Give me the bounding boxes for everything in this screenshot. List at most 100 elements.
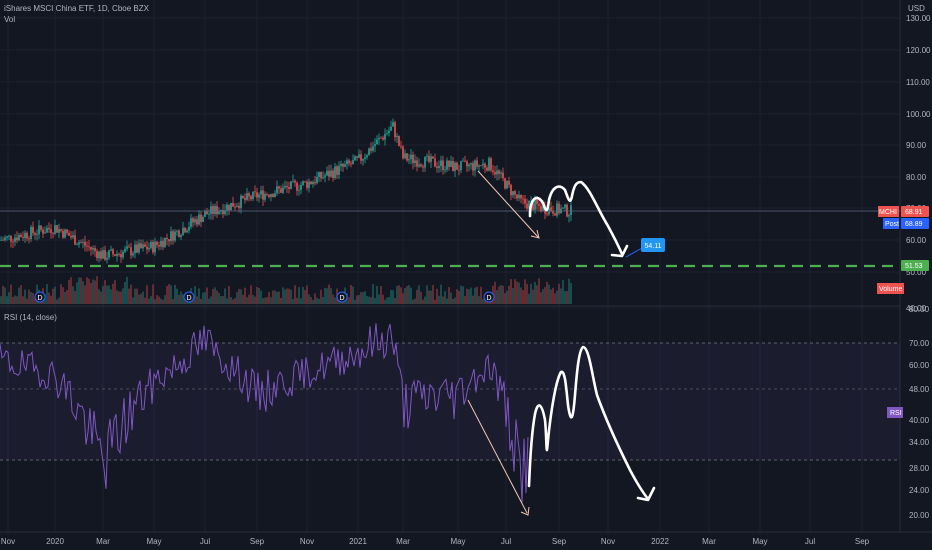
volume-bar [322, 297, 324, 304]
candle-body [52, 232, 54, 234]
volume-bar [538, 278, 540, 304]
rsi-axis[interactable]: 80.00 70.00 60.00 48.00 40.00 34.00 28.00 24.00… [909, 305, 930, 520]
candle-body [566, 204, 568, 217]
volume-bar [172, 298, 174, 304]
price-trend-arrow[interactable] [477, 170, 539, 238]
candle-body [332, 170, 334, 179]
volume-bar [24, 289, 26, 304]
candle-body [356, 156, 358, 158]
volume-bar [110, 289, 112, 304]
volume-bar [364, 291, 366, 304]
volume-bar [382, 294, 384, 304]
target-callout-label: 54.11 [645, 243, 662, 250]
rsi-tag-label: RSI [890, 410, 902, 417]
candle-body [352, 160, 354, 165]
candle-body [334, 166, 336, 179]
volume-bar [354, 299, 356, 304]
candle-body [106, 257, 108, 260]
volume-bar [284, 289, 286, 304]
post-price-tag[interactable] [901, 218, 929, 229]
volume-bar [176, 288, 178, 304]
price-axis-tick: 40.00 [906, 304, 927, 313]
price-axis-tick: 90.00 [906, 141, 927, 150]
time-axis[interactable]: Nov 2020 Mar May Jul Sep Nov 2021 Mar May Jul Sep No… [1, 537, 870, 546]
candle-body [180, 235, 182, 237]
volume-bar [278, 291, 280, 304]
candle-body [354, 156, 356, 161]
volume-bar [428, 290, 430, 304]
volume-bar [562, 279, 564, 304]
candle-body [432, 156, 434, 159]
dividend-marker[interactable] [183, 291, 195, 303]
candle-body [56, 225, 58, 233]
volume-bar [130, 284, 132, 304]
candle-body [328, 170, 330, 177]
candle-body [532, 200, 534, 210]
target-callout[interactable] [641, 238, 665, 252]
volume-bar [8, 292, 10, 304]
volume-bar [252, 294, 254, 304]
volume-bar [250, 285, 252, 304]
candle-body [232, 202, 234, 207]
candle-body [444, 169, 446, 171]
candle-body [238, 205, 240, 208]
volume-bar [256, 286, 258, 304]
volume-bar [168, 284, 170, 304]
candle-body [342, 163, 344, 167]
volume-bar [160, 298, 162, 304]
drawn-projection-rsi[interactable] [527, 345, 650, 501]
candle-body [426, 155, 428, 157]
candle-body [32, 226, 34, 234]
volume-bar [296, 297, 298, 304]
volume-legend[interactable]: Vol [4, 15, 16, 24]
candle-body [446, 160, 448, 170]
candle-body [220, 210, 222, 212]
last-price-tag[interactable] [901, 206, 929, 217]
candle-body [398, 135, 400, 146]
price-candles[interactable] [0, 118, 572, 264]
candle-body [518, 194, 520, 199]
candle-body [98, 251, 100, 259]
volume-bar [68, 279, 70, 304]
support-price-tag[interactable] [901, 260, 929, 271]
candle-body [492, 170, 494, 173]
volume-bar [262, 298, 264, 304]
dividend-marker[interactable] [34, 291, 46, 303]
candle-body [150, 241, 152, 248]
volume-bar [288, 288, 290, 304]
candle-body [178, 230, 180, 237]
volume-bar [182, 294, 184, 304]
volume-bar [200, 298, 202, 304]
volume-bar [106, 285, 108, 304]
dividend-marker[interactable] [336, 291, 348, 303]
volume-bar [282, 287, 284, 304]
rsi-tag [887, 407, 903, 418]
rsi-trend-arrow[interactable] [467, 399, 528, 514]
candle-body [16, 237, 18, 241]
candle-body [62, 230, 64, 238]
last-price-symbol-text: MCHI [879, 209, 897, 216]
candle-body [114, 254, 116, 256]
dividend-marker[interactable] [483, 291, 495, 303]
volume-bar [526, 283, 528, 304]
volume-bar [472, 295, 474, 304]
volume-bar [74, 290, 76, 304]
candle-body [366, 155, 368, 158]
candle-body [146, 246, 148, 250]
volume-bar [280, 298, 282, 304]
candle-body [138, 243, 140, 253]
volume-bar [362, 292, 364, 304]
candle-body [394, 122, 396, 138]
rsi-legend[interactable]: RSI (14, close) [4, 313, 57, 322]
volume-bar [152, 284, 154, 304]
drawn-projection-price[interactable] [528, 180, 624, 256]
volume-bar [214, 287, 216, 304]
volume-bar [122, 288, 124, 304]
candle-body [530, 200, 532, 202]
volume-bar [54, 286, 56, 304]
volume-bar [420, 291, 422, 304]
rsi-axis-tick: 80.00 [909, 305, 930, 314]
chart-title[interactable]: iShares MSCI China ETF, 1D, Cboe BZX [4, 4, 149, 13]
